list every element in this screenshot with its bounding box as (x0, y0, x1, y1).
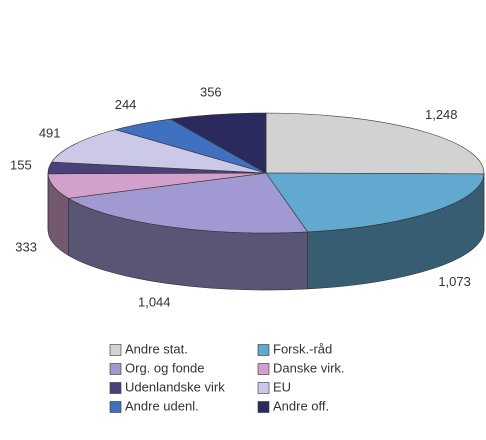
legend-swatch (109, 401, 122, 413)
legend-label: Andre stat. (125, 341, 188, 356)
value-label: 491 (39, 125, 61, 140)
value-label: 333 (15, 240, 37, 255)
legend-swatch (257, 401, 270, 413)
legend-swatch (109, 363, 122, 375)
legend-label: Andre off. (273, 398, 329, 413)
legend-label: EU (273, 379, 291, 394)
legend-swatch (257, 382, 270, 394)
legend-swatch (257, 363, 270, 375)
slice (265, 172, 485, 233)
legend-swatch (109, 344, 122, 356)
value-label: 1,073 (438, 274, 471, 289)
slice (169, 112, 267, 174)
value-label: 1,248 (425, 107, 458, 122)
value-label: 356 (200, 85, 222, 100)
slice (265, 112, 485, 175)
legend-label: Danske virk. (273, 360, 345, 375)
legend-swatch (257, 344, 270, 356)
legend-swatch (109, 382, 122, 394)
slice (67, 172, 309, 234)
value-label: 244 (115, 97, 137, 112)
value-label: 1,044 (138, 294, 171, 309)
legend-label: Andre udenl. (125, 398, 199, 413)
legend-label: Org. og fonde (125, 360, 205, 375)
value-label: 155 (10, 157, 32, 172)
legend-label: Forsk.-råd (273, 341, 332, 356)
slice (51, 129, 267, 174)
legend-label: Udenlandske virk (125, 379, 225, 394)
